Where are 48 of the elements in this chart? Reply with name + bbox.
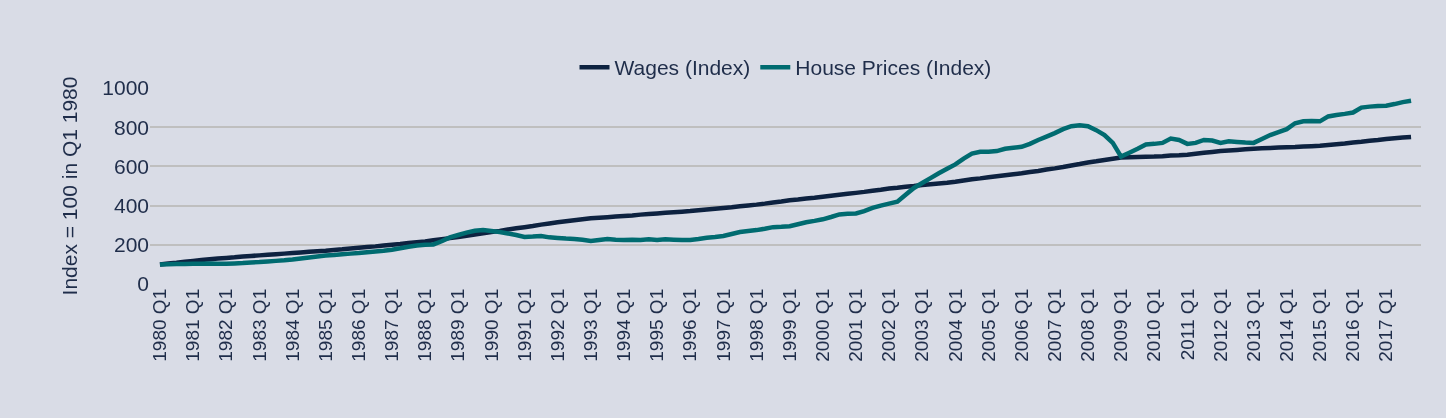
x-tick-label: 1980 Q1 xyxy=(149,288,171,362)
x-tick-label: 1997 Q1 xyxy=(712,288,734,362)
x-tick-label: 1987 Q1 xyxy=(381,288,403,362)
x-tick-label: 1982 Q1 xyxy=(215,288,237,362)
x-tick-label: 1988 Q1 xyxy=(414,288,436,362)
x-tick-label: 1986 Q1 xyxy=(347,288,369,362)
x-tick-label: 2014 Q1 xyxy=(1275,288,1297,362)
x-tick-label: 2000 Q1 xyxy=(811,288,833,362)
y-tick-label: 1000 xyxy=(102,76,149,100)
x-tick-label: 1992 Q1 xyxy=(546,288,568,362)
x-tick-label: 1993 Q1 xyxy=(579,288,601,362)
x-tick-label: 1983 Q1 xyxy=(248,288,270,362)
y-tick-label: 0 xyxy=(137,272,149,296)
legend-label: Wages (Index) xyxy=(614,56,751,80)
x-tick-label: 2008 Q1 xyxy=(1077,288,1099,362)
x-tick-label: 2001 Q1 xyxy=(845,288,867,362)
x-tick-label: 1985 Q1 xyxy=(314,288,336,362)
x-tick-label: 2002 Q1 xyxy=(878,288,900,362)
x-tick-label: 2013 Q1 xyxy=(1242,288,1264,362)
x-tick-label: 2011 Q1 xyxy=(1176,288,1198,361)
x-tick-label: 2010 Q1 xyxy=(1143,288,1165,362)
x-tick-label: 2007 Q1 xyxy=(1043,288,1065,362)
y-tick-label: 800 xyxy=(113,115,149,139)
x-tick-label: 2003 Q1 xyxy=(911,288,933,362)
x-tick-label: 2004 Q1 xyxy=(944,288,966,362)
y-tick-label: 400 xyxy=(113,193,149,217)
x-tick-label: 2005 Q1 xyxy=(977,288,999,362)
legend-label: House Prices (Index) xyxy=(795,56,992,80)
x-tick-label: 1998 Q1 xyxy=(745,288,767,362)
x-tick-label: 2009 Q1 xyxy=(1110,288,1132,362)
x-tick-label: 1989 Q1 xyxy=(447,288,469,362)
x-tick-label: 2017 Q1 xyxy=(1375,288,1397,362)
x-tick-label: 2006 Q1 xyxy=(1010,288,1032,362)
x-tick-label: 1981 Q1 xyxy=(182,288,204,362)
x-tick-label: 1994 Q1 xyxy=(613,288,635,362)
x-tick-label: 2016 Q1 xyxy=(1342,288,1364,362)
x-tick-label: 1996 Q1 xyxy=(679,288,701,362)
x-tick-label: 2012 Q1 xyxy=(1209,288,1231,362)
x-tick-label: 1999 Q1 xyxy=(778,288,800,362)
x-tick-label: 1984 Q1 xyxy=(281,288,303,362)
x-tick-label: 1991 Q1 xyxy=(513,288,535,362)
y-tick-label: 200 xyxy=(113,233,149,257)
line-series xyxy=(157,98,1414,267)
x-tick-label: 1995 Q1 xyxy=(646,288,668,362)
x-tick-label: 1990 Q1 xyxy=(480,288,502,362)
y-axis-title: Index = 100 in Q1 1980 xyxy=(58,76,82,296)
x-tick-label: 2015 Q1 xyxy=(1309,288,1331,362)
y-tick-label: 600 xyxy=(113,154,149,178)
